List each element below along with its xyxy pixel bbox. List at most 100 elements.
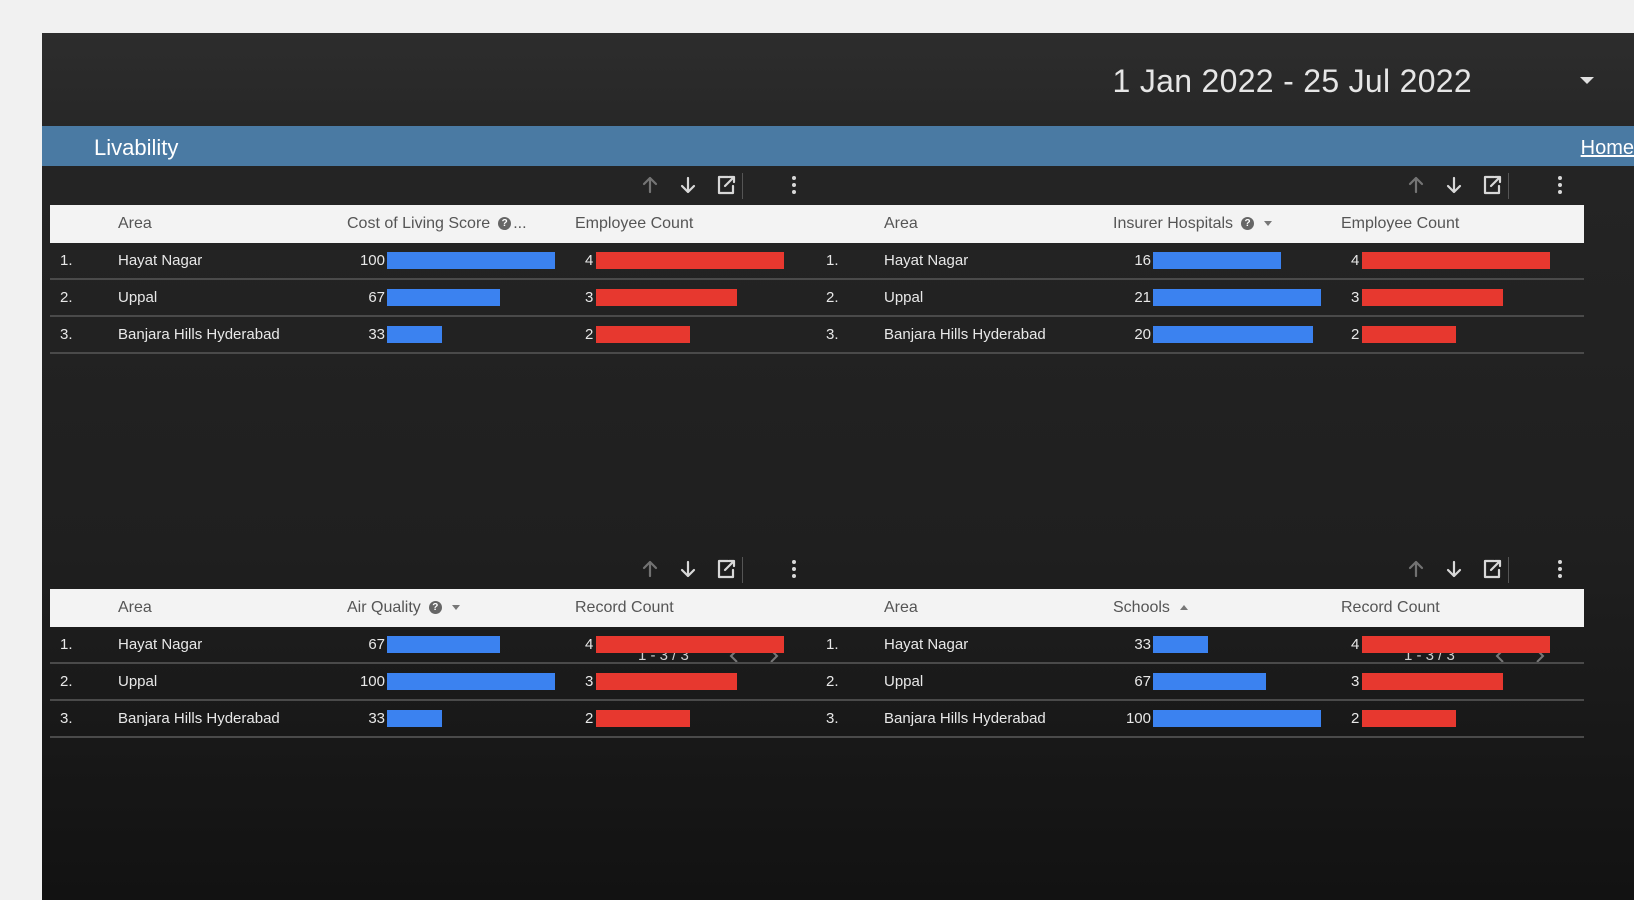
row-area: Hayat Nagar [884,252,969,269]
count-bar [1362,636,1550,653]
metric-bar [1153,252,1281,269]
column-header-metric-label: Cost of Living Score [347,215,491,232]
export-icon[interactable] [1480,173,1504,197]
data-table: Area Insurer Hospitals? Employee Count 1. Ha… [816,205,1584,354]
metric-bar [387,252,555,269]
count-bar [1362,252,1550,269]
table-row[interactable]: 3. Banjara Hills Hyderabad 20 2 [816,317,1584,354]
row-metric-value: 100 [359,252,385,269]
row-metric-value: 16 [1134,252,1151,269]
export-icon[interactable] [1480,557,1504,581]
row-metric-value: 33 [368,710,385,727]
more-vert-icon[interactable] [1548,173,1572,197]
table-row[interactable]: 1. Hayat Nagar 33 4 [816,627,1584,664]
count-bar [596,326,690,343]
table-panel: Area Schools Record Count 1. Hayat Nagar 33 4 2… [808,553,1584,900]
date-range-dropdown-icon[interactable] [1580,77,1594,84]
column-header-count[interactable]: Record Count [575,599,674,616]
row-count-value: 2 [1351,326,1360,343]
column-header-metric[interactable]: Air Quality? [347,599,460,617]
table-row[interactable]: 1. Hayat Nagar 16 4 [816,243,1584,280]
row-rank: 1. [60,252,73,269]
sort-ascending-icon[interactable] [1179,605,1188,611]
row-count-value: 2 [585,710,594,727]
table-toolbar [618,169,818,203]
row-count-value: 3 [1351,673,1360,690]
report-canvas: 1 Jan 2022 - 25 Jul 2022 Livability Home… [42,33,1634,900]
table-row[interactable]: 3. Banjara Hills Hyderabad 33 2 [50,317,818,354]
data-table: Area Cost of Living Score?... Employee Cou… [50,205,818,354]
count-bar [1362,326,1456,343]
arrow-down-icon[interactable] [676,557,700,581]
arrow-down-icon[interactable] [1442,173,1466,197]
column-header-metric[interactable]: Insurer Hospitals? [1113,215,1273,233]
column-header-count[interactable]: Employee Count [575,215,694,232]
table-row[interactable]: 3. Banjara Hills Hyderabad 33 2 [50,701,818,738]
metric-bar [1153,326,1313,343]
date-range-control[interactable]: 1 Jan 2022 - 25 Jul 2022 [42,33,1634,125]
arrow-down-icon[interactable] [676,173,700,197]
count-bar [596,636,784,653]
column-header-metric[interactable]: Schools [1113,599,1188,617]
info-icon[interactable]: ? [498,217,512,231]
table-row[interactable]: 2. Uppal 67 3 [816,664,1584,701]
export-icon[interactable] [714,557,738,581]
arrow-up-icon[interactable] [1404,173,1428,197]
row-metric-value: 67 [1134,673,1151,690]
info-icon[interactable]: ? [428,601,442,615]
more-vert-icon[interactable] [782,173,806,197]
sort-descending-icon[interactable] [451,605,460,611]
table-header: Area Cost of Living Score?... Employee Cou… [50,205,818,243]
info-icon[interactable]: ? [1241,217,1255,231]
arrow-up-icon[interactable] [638,173,662,197]
toolbar-divider [1508,173,1509,199]
date-range-label[interactable]: 1 Jan 2022 - 25 Jul 2022 [1112,63,1472,99]
row-count-value: 4 [585,636,594,653]
column-header-count[interactable]: Employee Count [1341,215,1460,232]
row-rank: 3. [60,710,73,727]
table-row[interactable]: 2. Uppal 21 3 [816,280,1584,317]
metric-bar [387,636,500,653]
row-rank: 2. [60,673,73,690]
count-bar [596,289,737,306]
row-metric-value: 33 [1134,636,1151,653]
table-row[interactable]: 2. Uppal 100 3 [50,664,818,701]
metric-bar [1153,289,1321,306]
table-toolbar [618,553,818,587]
more-vert-icon[interactable] [1548,557,1572,581]
table-toolbar [1384,553,1584,587]
page-banner: Livability Home [42,126,1634,166]
metric-bar [1153,673,1266,690]
home-link[interactable]: Home [1580,137,1634,159]
row-area: Hayat Nagar [884,636,969,653]
table-row[interactable]: 3. Banjara Hills Hyderabad 100 2 [816,701,1584,738]
arrow-down-icon[interactable] [1442,557,1466,581]
arrow-up-icon[interactable] [638,557,662,581]
table-header: Area Schools Record Count [816,589,1584,627]
row-count-value: 3 [1351,289,1360,306]
column-header-metric[interactable]: Cost of Living Score?... [347,215,527,233]
row-rank: 3. [826,326,839,343]
table-row[interactable]: 1. Hayat Nagar 67 4 [50,627,818,664]
row-count-value: 2 [585,326,594,343]
column-header-truncation: ... [513,215,527,232]
column-header-area[interactable]: Area [118,599,152,616]
column-header-area[interactable]: Area [884,215,918,232]
table-row[interactable]: 1. Hayat Nagar 100 4 [50,243,818,280]
column-header-area[interactable]: Area [884,599,918,616]
metric-bar [1153,710,1321,727]
row-rank: 2. [60,289,73,306]
more-vert-icon[interactable] [782,557,806,581]
count-bar [596,710,690,727]
row-area: Banjara Hills Hyderabad [884,710,1046,727]
table-row[interactable]: 2. Uppal 67 3 [50,280,818,317]
column-header-count[interactable]: Record Count [1341,599,1440,616]
arrow-up-icon[interactable] [1404,557,1428,581]
metric-bar [387,673,555,690]
export-icon[interactable] [714,173,738,197]
table-panel: Area Cost of Living Score?... Employee Cou… [42,169,818,664]
column-header-area[interactable]: Area [118,215,152,232]
row-metric-value: 33 [368,326,385,343]
row-area: Hayat Nagar [118,636,203,653]
sort-descending-icon[interactable] [1264,221,1273,227]
